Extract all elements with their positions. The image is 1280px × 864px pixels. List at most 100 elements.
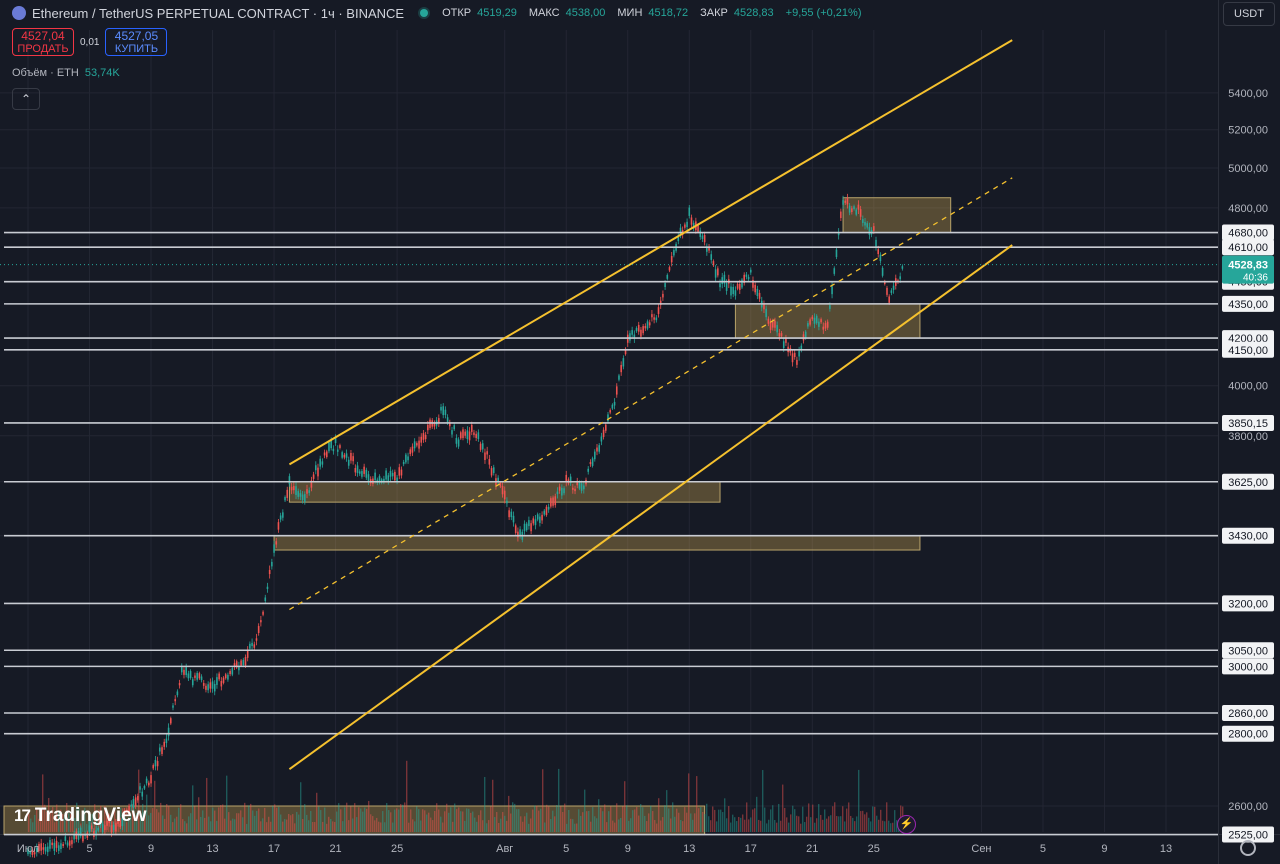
volume-bar (274, 804, 276, 832)
volume-bar (420, 820, 422, 832)
candle-body (88, 825, 91, 832)
candle-body (108, 818, 111, 824)
candle-body (503, 490, 506, 500)
candle-body (725, 282, 728, 291)
volume-bar (792, 805, 794, 832)
volume-bar (244, 802, 246, 832)
volume-bar (88, 814, 90, 832)
y-tick-label: 5200,00 (1228, 125, 1268, 137)
candle-body (644, 326, 647, 329)
level-label: 3430,00 (1228, 531, 1268, 543)
last-price-label-bg (1222, 255, 1274, 284)
volume-bar (72, 818, 74, 832)
volume-bar (662, 817, 664, 832)
settings-icon[interactable] (1240, 840, 1256, 856)
buy-button[interactable]: 4527,05 КУПИТЬ (105, 28, 168, 56)
candle-body (556, 491, 559, 495)
volume-bar (784, 807, 786, 832)
volume-bar (174, 818, 176, 832)
symbol-title[interactable]: Ethereum / TetherUS PERPETUAL CONTRACT ·… (32, 5, 405, 21)
candle-body (490, 468, 493, 476)
volume-bar (474, 817, 476, 832)
candle-body (191, 679, 194, 686)
candle-body (651, 314, 653, 318)
volume-bar (326, 823, 328, 832)
volume-bar (496, 812, 498, 832)
candle-body (583, 485, 585, 490)
volume-bar (698, 808, 700, 832)
volume-bar (278, 806, 280, 832)
candle-body (688, 207, 691, 216)
volume-bar (426, 814, 428, 832)
volume-bar (456, 809, 458, 832)
candle-body (187, 673, 190, 679)
candle-body (778, 333, 781, 337)
candle-body (323, 452, 326, 456)
volume-bar (422, 809, 424, 832)
volume-bar (840, 816, 842, 832)
candle-body (442, 406, 445, 416)
volume-bar (204, 817, 206, 832)
volume-bar (336, 811, 338, 832)
volume-bar (442, 822, 444, 832)
volume-bar (118, 823, 120, 832)
candle-body (578, 482, 581, 489)
zone-rect (842, 197, 952, 234)
candle-body (194, 675, 196, 678)
volume-bar (62, 814, 64, 832)
candle-body (407, 456, 409, 461)
volume-bar (436, 803, 438, 832)
volume-bar (724, 798, 726, 832)
candle-body (662, 293, 664, 298)
trade-panel: 4527,04 ПРОДАТЬ 0,01 4527,05 КУПИТЬ (12, 28, 168, 56)
lightning-icon[interactable]: ⚡ (897, 815, 916, 834)
candle-body (815, 315, 818, 324)
collapse-chevron-icon[interactable]: ⌃ (12, 88, 40, 110)
level-label-bg (1222, 414, 1274, 431)
candle-body (844, 200, 847, 203)
candle-body (677, 236, 680, 242)
volume-bar (234, 819, 236, 832)
tradingview-logo[interactable]: 17 TradingView (14, 805, 147, 827)
sell-button[interactable]: 4527,04 ПРОДАТЬ (12, 28, 74, 56)
volume-bar (528, 823, 530, 832)
volume-bar (414, 821, 416, 832)
volume-bar (166, 804, 168, 832)
candle-body (413, 441, 416, 449)
volume-legend[interactable]: Объём · ETH 53,74K (12, 67, 120, 79)
x-tick-label: Авг (496, 843, 513, 855)
volume-bar (648, 813, 650, 832)
currency-button[interactable]: USDT (1223, 2, 1275, 26)
candle-body (71, 840, 73, 845)
candle-body (174, 699, 176, 702)
candle-body (892, 285, 895, 290)
level-label: 3200,00 (1228, 598, 1268, 610)
volume-bar (314, 822, 316, 832)
level-label: 4680,00 (1228, 228, 1268, 240)
tradingview-logo-icon: 17 (14, 806, 31, 825)
volume-bar (218, 807, 220, 832)
volume-bar (230, 820, 232, 832)
candle-body (279, 515, 282, 520)
candle-body (543, 510, 546, 515)
candle-body (299, 493, 302, 497)
candle-body (255, 638, 258, 641)
candle-body (293, 486, 295, 491)
candle-body (703, 234, 706, 243)
volume-bar (56, 804, 58, 832)
open-label: ОТКР (442, 7, 472, 19)
candle-body (183, 669, 185, 675)
x-tick-label: 25 (391, 843, 403, 855)
candle-body (141, 791, 144, 797)
candle-body (325, 451, 328, 458)
candle-body (738, 283, 741, 290)
volume-bar (894, 810, 896, 832)
volume-bar (176, 816, 178, 832)
candle-body (635, 328, 638, 332)
candle-body (539, 516, 541, 523)
volume-bar (824, 809, 826, 832)
volume-bar (768, 819, 770, 832)
candle-body (29, 850, 31, 854)
low-value: 4518,72 (648, 7, 689, 19)
